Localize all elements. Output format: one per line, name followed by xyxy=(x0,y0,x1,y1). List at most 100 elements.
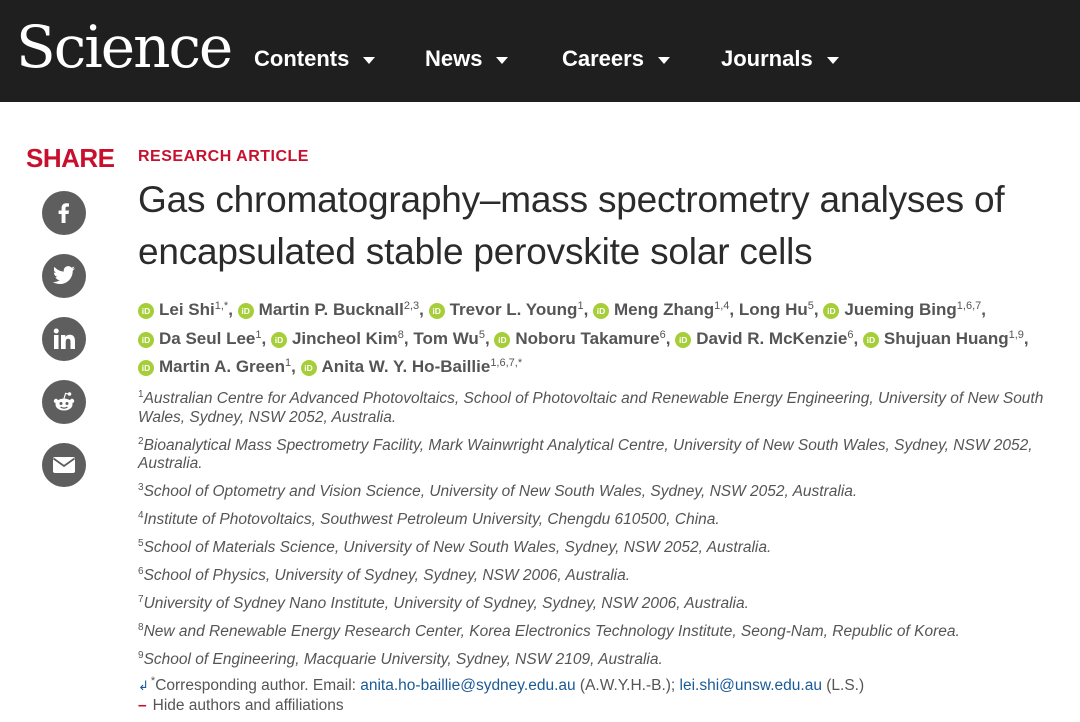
twitter-icon xyxy=(53,266,75,284)
return-arrow-icon[interactable]: ↲ xyxy=(138,678,149,693)
author-item: iD Trevor L. Young1 xyxy=(428,300,584,319)
nav-journals-label: Journals xyxy=(721,46,813,71)
hide-authors-label: Hide authors and affiliations xyxy=(152,697,344,714)
orcid-icon[interactable]: iD xyxy=(300,360,317,376)
affiliation-item: 3School of Optometry and Vision Science,… xyxy=(138,483,1058,502)
author-name[interactable]: Anita W. Y. Ho-Baillie xyxy=(321,357,491,376)
author-item: iD David R. McKenzie6 xyxy=(675,329,853,348)
author-affiliation-sup: 5 xyxy=(807,300,814,312)
affiliation-item: 2Bioanalytical Mass Spectrometry Facilit… xyxy=(138,436,1058,474)
affiliation-text: Australian Centre for Advanced Photovolt… xyxy=(138,390,1044,426)
minus-icon: – xyxy=(138,697,147,714)
author-item: iD Noboru Takamure6 xyxy=(494,328,666,348)
author-name[interactable]: Shujuan Huang xyxy=(883,328,1009,348)
author-item: iD Martin A. Green1 xyxy=(138,357,291,376)
orcid-icon[interactable]: iD xyxy=(675,331,692,348)
affiliation-list: 1Australian Centre for Advanced Photovol… xyxy=(138,390,1058,679)
affiliation-number: 8 xyxy=(138,622,144,633)
author-name[interactable]: Jueming Bing xyxy=(844,300,957,319)
affiliation-number: 7 xyxy=(138,594,144,605)
author-name[interactable]: Jincheol Kim xyxy=(291,328,398,348)
email-link-ho-baillie[interactable]: anita.ho-baillie@sydney.edu.au xyxy=(360,677,576,694)
author-name[interactable]: Meng Zhang xyxy=(614,300,715,319)
author-item: Long Hu5 xyxy=(739,300,814,319)
orcid-icon[interactable]: iD xyxy=(138,303,154,319)
author-name[interactable]: Long Hu xyxy=(738,300,808,319)
orcid-icon[interactable]: iD xyxy=(270,331,287,348)
nav-news[interactable]: News xyxy=(425,42,509,76)
orcid-icon[interactable]: iD xyxy=(862,331,879,348)
email-share-button[interactable] xyxy=(42,443,86,487)
orcid-icon[interactable]: iD xyxy=(138,331,154,348)
affiliation-text: University of Sydney Nano Institute, Uni… xyxy=(143,595,749,612)
affiliation-text: School of Physics, University of Sydney,… xyxy=(143,567,631,584)
orcid-icon[interactable]: iD xyxy=(138,360,154,376)
orcid-icon[interactable]: iD xyxy=(494,331,511,348)
corresponding-note-1: (A.W.Y.H.-B.); xyxy=(575,677,680,694)
author-item: iD Meng Zhang1,4 xyxy=(593,300,729,319)
facebook-share-button[interactable] xyxy=(42,191,86,235)
author-item: iD Anita W. Y. Ho-Baillie1,6,7,* xyxy=(300,357,523,376)
author-name[interactable]: Lei Shi xyxy=(159,300,215,319)
affiliation-item: 5School of Materials Science, University… xyxy=(138,539,1058,558)
corresponding-star: * xyxy=(150,675,156,687)
nav-journals[interactable]: Journals xyxy=(721,42,839,76)
affiliation-item: 1Australian Centre for Advanced Photovol… xyxy=(138,390,1058,427)
affiliation-number: 1 xyxy=(138,389,144,400)
corresponding-author: ↲ *Corresponding author. Email: anita.ho-… xyxy=(138,676,864,696)
author-affiliation-sup: 1 xyxy=(577,300,584,312)
orcid-icon[interactable]: iD xyxy=(593,303,610,319)
author-affiliation-sup: 1,6,7 xyxy=(956,300,982,312)
nav-careers[interactable]: Careers xyxy=(562,42,670,76)
author-affiliation-sup: 6 xyxy=(659,328,666,341)
affiliation-item: 6School of Physics, University of Sydney… xyxy=(138,567,1058,586)
orcid-icon[interactable]: iD xyxy=(823,303,840,319)
linkedin-icon xyxy=(53,328,75,349)
author-affiliation-sup: 1,6,7,* xyxy=(490,357,523,369)
nav-contents[interactable]: Contents xyxy=(254,42,376,76)
affiliation-text: School of Optometry and Vision Science, … xyxy=(143,483,858,500)
author-item: iD Shujuan Huang1,9 xyxy=(862,328,1024,348)
chevron-down-icon xyxy=(496,57,509,64)
author-affiliation-sup: 5 xyxy=(478,328,485,341)
orcid-icon[interactable]: iD xyxy=(428,303,445,319)
author-affiliation-sup: 6 xyxy=(847,328,854,341)
author-name[interactable]: Martin P. Bucknall xyxy=(258,300,404,319)
email-link-shi[interactable]: lei.shi@unsw.edu.au xyxy=(679,677,822,694)
author-name[interactable]: Da Seul Lee xyxy=(159,328,256,348)
affiliation-number: 4 xyxy=(138,510,144,521)
twitter-share-button[interactable] xyxy=(42,254,86,298)
article-type: RESEARCH ARTICLE xyxy=(138,148,309,165)
share-label: SHARE xyxy=(26,143,115,173)
email-icon xyxy=(52,457,76,473)
author-item: iD Da Seul Lee1 xyxy=(138,329,262,348)
author-affiliation-sup: 1,* xyxy=(214,300,229,312)
author-name[interactable]: Martin A. Green xyxy=(159,357,285,376)
chevron-down-icon xyxy=(826,57,839,64)
science-logo[interactable]: Science xyxy=(16,13,233,81)
author-affiliation-sup: 1 xyxy=(284,357,292,369)
author-name[interactable]: David R. McKenzie xyxy=(696,328,848,348)
author-affiliation-sup: 1 xyxy=(255,328,262,341)
corresponding-prefix: Corresponding author. Email: xyxy=(155,677,361,694)
author-name[interactable]: Trevor L. Young xyxy=(449,300,578,319)
orcid-icon[interactable]: iD xyxy=(237,303,254,319)
author-item: iD Jueming Bing1,6,7 xyxy=(823,300,981,319)
affiliation-number: 3 xyxy=(138,482,144,493)
chevron-down-icon xyxy=(657,57,670,64)
affiliation-number: 6 xyxy=(138,566,144,577)
reddit-share-button[interactable] xyxy=(42,380,86,424)
hide-authors-link[interactable]: – Hide authors and affiliations xyxy=(138,696,344,716)
author-name[interactable]: Tom Wu xyxy=(413,328,479,348)
affiliation-number: 9 xyxy=(138,650,144,661)
linkedin-share-button[interactable] xyxy=(42,317,86,361)
affiliation-item: 4Institute of Photovoltaics, Southwest P… xyxy=(138,511,1058,530)
author-affiliation-sup: 1,4 xyxy=(714,300,730,312)
author-name[interactable]: Noboru Takamure xyxy=(515,328,660,348)
author-item: iD Jincheol Kim8 xyxy=(270,328,404,348)
affiliation-item: 8New and Renewable Energy Research Cente… xyxy=(138,623,1058,642)
affiliation-item: 9School of Engineering, Macquarie Univer… xyxy=(138,651,1058,670)
facebook-icon xyxy=(58,203,69,223)
author-affiliation-sup: 1,9 xyxy=(1008,328,1024,341)
article-title: Gas chromatography–mass spectrometry ana… xyxy=(138,179,1005,272)
